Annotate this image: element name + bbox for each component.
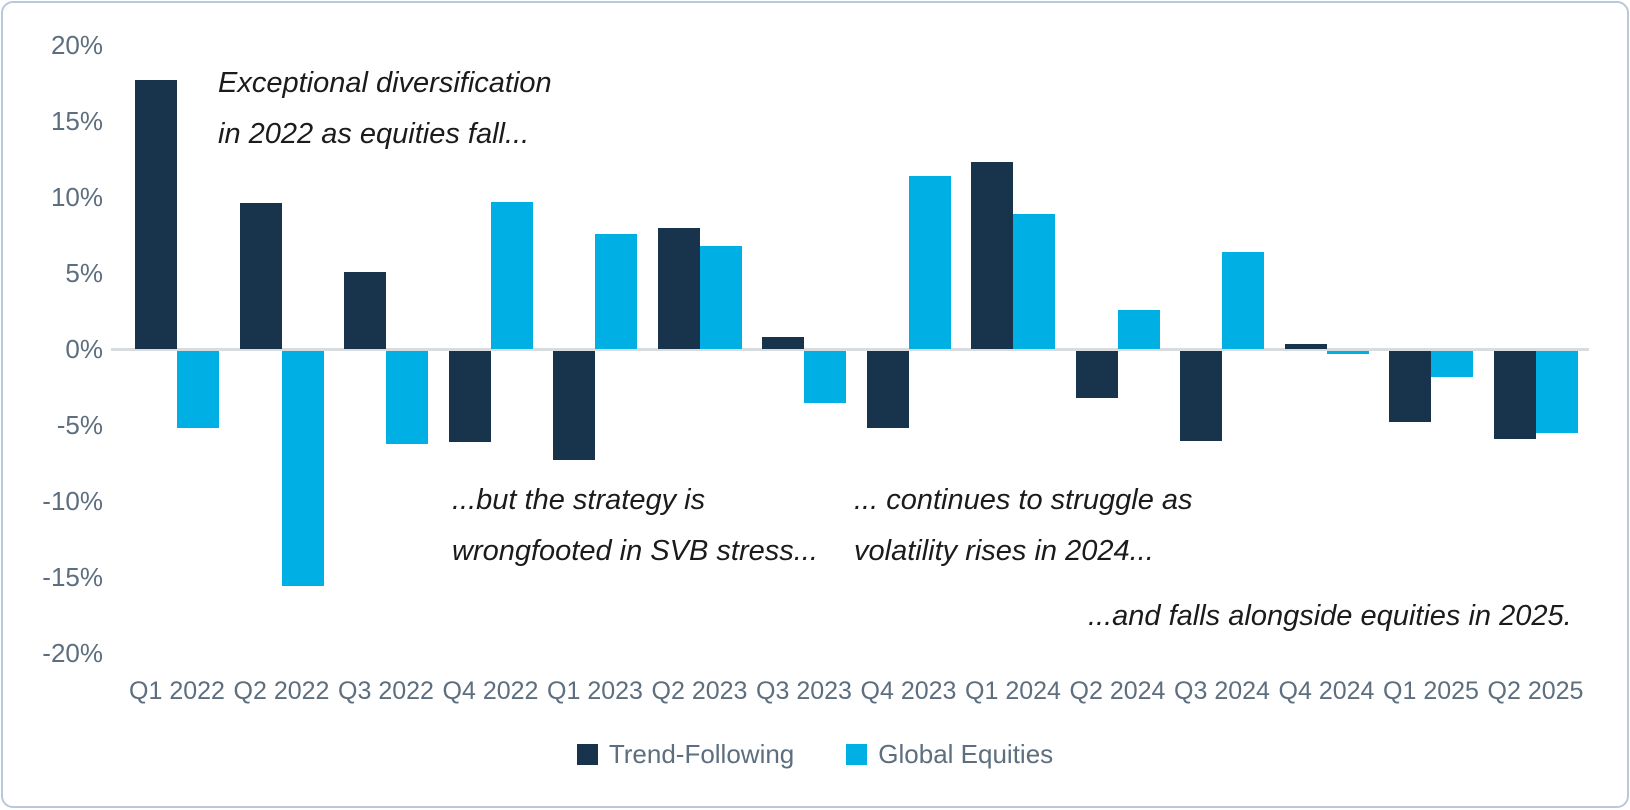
bar-trend-following-q2-2023 <box>657 227 700 349</box>
bar-trend-following-q3-2023 <box>762 336 804 349</box>
annotation-line: ...and falls alongside equities in 2025. <box>1088 600 1572 632</box>
annotation-line: ...but the strategy is <box>452 484 706 516</box>
y-axis-tick--5-: -5% <box>56 409 103 440</box>
bar-global-equities-q2-2022 <box>281 351 324 587</box>
bar-trend-following-q1-2023 <box>553 351 595 461</box>
bar-global-equities-q3-2024 <box>1222 251 1264 349</box>
bar-trend-following-q2-2025 <box>1493 351 1536 440</box>
bar-global-equities-q1-2023 <box>595 233 637 349</box>
y-axis-tick-5-: 5% <box>65 258 103 289</box>
bar-trend-following-q2-2022 <box>239 203 282 349</box>
x-axis-label-q3-2022: Q3 2022 <box>338 677 434 705</box>
bar-trend-following-q3-2024 <box>1180 351 1222 441</box>
annotation-line: Exceptional diversification <box>218 67 552 99</box>
bar-global-equities-q1-2022 <box>177 351 219 429</box>
x-axis-label-q1-2023: Q1 2023 <box>547 677 643 705</box>
annotation-falls-2025: ...and falls alongside equities in 2025. <box>1088 591 1572 642</box>
annotation-2022-diversification: Exceptional diversification in 2022 as e… <box>218 58 552 160</box>
x-axis-label-q4-2024: Q4 2024 <box>1278 677 1375 705</box>
bar-global-equities-q4-2024 <box>1326 351 1369 355</box>
bar-trend-following-q1-2022 <box>135 80 177 349</box>
bar-trend-following-q4-2024 <box>1284 344 1327 349</box>
annotation-line: in 2022 as equities fall... <box>218 118 530 150</box>
legend-item-trend-following: Trend-Following <box>576 739 795 770</box>
bar-global-equities-q4-2023 <box>908 175 951 349</box>
x-axis-label-q1-2024: Q1 2024 <box>965 677 1061 705</box>
bar-global-equities-q2-2025 <box>1535 351 1578 433</box>
trend-following-swatch-icon <box>576 744 598 765</box>
x-axis-label-q2-2023: Q2 2023 <box>651 677 748 705</box>
bar-trend-following-q3-2022 <box>344 271 386 349</box>
bar-global-equities-q1-2025 <box>1431 351 1473 377</box>
bar-global-equities-q2-2024 <box>1117 309 1160 349</box>
bar-global-equities-q4-2022 <box>490 201 533 349</box>
bar-global-equities-q3-2022 <box>386 351 428 444</box>
global-equities-swatch-icon <box>846 744 868 765</box>
zero-axis-line <box>111 348 1589 351</box>
x-axis-label-q2-2025: Q2 2025 <box>1487 677 1584 705</box>
x-axis-label-q3-2023: Q3 2023 <box>756 677 852 705</box>
y-axis-tick-10-: 10% <box>50 182 103 213</box>
x-axis-label-q2-2024: Q2 2024 <box>1069 677 1166 705</box>
x-axis-label-q1-2025: Q1 2025 <box>1383 677 1479 705</box>
y-axis-tick--15-: -15% <box>42 561 103 592</box>
annotation-line: volatility rises in 2024... <box>854 535 1154 567</box>
y-axis-tick-0-: 0% <box>65 334 103 364</box>
bar-global-equities-q1-2024 <box>1013 213 1055 349</box>
bar-trend-following-q1-2025 <box>1389 351 1431 423</box>
y-axis-tick-15-: 15% <box>50 106 103 137</box>
bar-global-equities-q3-2023 <box>804 351 846 403</box>
chart-legend: Trend-Following Global Equities <box>3 739 1627 770</box>
annotation-svb-stress: ...but the strategy is wrongfooted in SV… <box>452 475 818 577</box>
y-axis-tick--20-: -20% <box>42 637 103 668</box>
annotation-volatility-2024: ... continues to struggle as volatility … <box>854 475 1193 577</box>
bar-global-equities-q2-2023 <box>699 245 742 349</box>
x-axis-label-q4-2023: Q4 2023 <box>860 677 957 705</box>
annotation-line: wrongfooted in SVB stress... <box>452 535 818 567</box>
bar-trend-following-q2-2024 <box>1075 351 1118 399</box>
x-axis-label-q2-2022: Q2 2022 <box>233 677 330 705</box>
y-axis-tick-20-: 20% <box>50 30 103 61</box>
annotation-line: ... continues to struggle as <box>854 484 1193 516</box>
bar-trend-following-q1-2024 <box>971 162 1013 349</box>
bar-trend-following-q4-2022 <box>448 351 491 443</box>
bar-chart-plot-area: 20% 15% 10% 5% 0% -5% -10% -15% -20% Q1 2022 Q2 20… <box>3 3 1627 806</box>
x-axis-label-q1-2022: Q1 2022 <box>129 677 225 705</box>
y-axis-tick--10-: -10% <box>42 485 103 516</box>
x-axis-label-q3-2024: Q3 2024 <box>1174 677 1270 705</box>
legend-label: Global Equities <box>878 739 1054 769</box>
bar-trend-following-q4-2023 <box>866 351 909 429</box>
legend-label: Trend-Following <box>608 739 795 769</box>
legend-item-global-equities: Global Equities <box>846 739 1053 770</box>
x-axis-label-q4-2022: Q4 2022 <box>442 677 539 705</box>
